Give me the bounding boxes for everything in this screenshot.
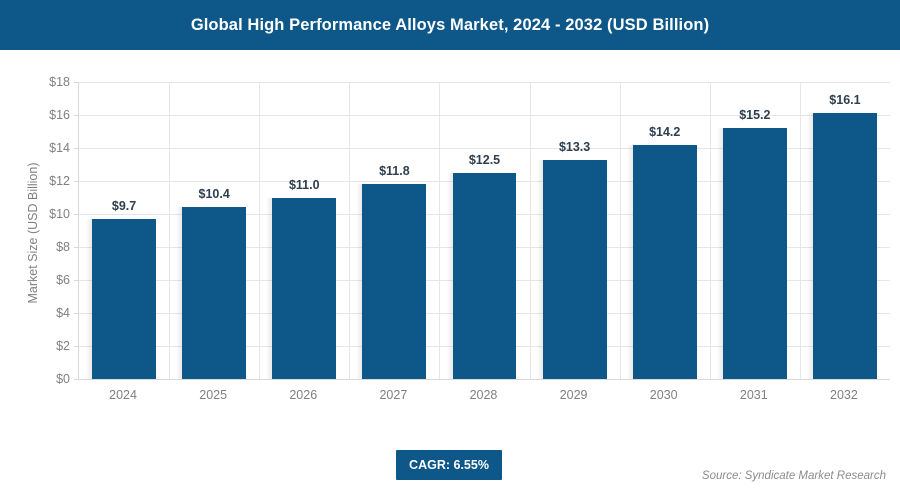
y-tick-label: $10 xyxy=(49,207,70,221)
y-tick-mark xyxy=(74,82,79,83)
bar-2029[interactable] xyxy=(542,159,607,379)
bar-value-label: $10.4 xyxy=(198,187,230,202)
x-tick-label-2026: 2026 xyxy=(289,388,318,402)
x-tick-label-2029: 2029 xyxy=(559,388,588,402)
bar-group: $15.2 xyxy=(716,82,787,379)
chart-header-bar: Global High Performance Alloys Market, 2… xyxy=(0,0,900,50)
y-tick-label: $18 xyxy=(49,75,70,89)
y-tick-label: $16 xyxy=(49,108,70,122)
bar-shadow xyxy=(446,172,457,379)
plot-area: $9.7 $10.4 $11.0 $11.8 $12.5 $13.3 $14.2 $15.2 $… xyxy=(74,82,890,380)
y-tick-mark xyxy=(74,379,79,380)
bar-shadow xyxy=(626,144,637,379)
bar-2030[interactable] xyxy=(632,144,697,379)
x-tick-label-2032: 2032 xyxy=(830,388,858,402)
bar-shadow xyxy=(266,197,277,379)
source-note: Source: Syndicate Market Research xyxy=(701,470,886,482)
y-tick-mark xyxy=(74,247,79,248)
gridline-vertical xyxy=(439,82,440,379)
bar-value-label: $9.7 xyxy=(111,198,137,213)
gridline-vertical xyxy=(530,82,531,379)
x-tick-label-2031: 2031 xyxy=(739,388,768,402)
x-tick-label-2024: 2024 xyxy=(109,388,137,402)
bar-2032[interactable] xyxy=(812,113,877,379)
bar-2031[interactable] xyxy=(722,128,787,379)
bar-value-label: $11.8 xyxy=(379,164,410,179)
bar-shadow xyxy=(86,218,97,379)
gridline-vertical xyxy=(620,82,621,379)
gridline-vertical xyxy=(169,82,170,379)
y-tick-mark xyxy=(74,214,79,215)
bar-group: $11.0 xyxy=(266,82,337,379)
bar-2026[interactable] xyxy=(272,197,337,379)
y-tick-mark xyxy=(74,280,79,281)
y-tick-label: $14 xyxy=(49,141,70,155)
y-tick-mark xyxy=(74,115,79,116)
bar-group: $10.4 xyxy=(176,82,247,379)
y-tick-label: $6 xyxy=(56,273,70,287)
x-tick-label-2027: 2027 xyxy=(379,388,408,402)
x-tick-label-2028: 2028 xyxy=(469,388,498,402)
bar-shadow xyxy=(806,113,817,379)
gridline-vertical xyxy=(800,82,801,379)
bar-2027[interactable] xyxy=(362,184,427,379)
gridline-vertical xyxy=(259,82,260,379)
bar-2025[interactable] xyxy=(182,207,247,379)
bar-2028[interactable] xyxy=(452,172,517,379)
y-tick-label: $8 xyxy=(56,240,70,254)
y-tick-label: $0 xyxy=(56,372,70,386)
gridline-vertical xyxy=(349,82,350,379)
bar-value-label: $13.3 xyxy=(558,139,591,154)
plot-wrapper: Market Size (USD Billion) $0 $2 $4 $6 $8 $10 $… xyxy=(0,50,900,450)
bar-shadow xyxy=(716,128,727,379)
bar-group: $9.7 xyxy=(86,82,157,379)
bar-value-label: $14.2 xyxy=(649,124,681,139)
gridline-horizontal xyxy=(79,115,890,116)
bar-group: $12.5 xyxy=(446,82,517,379)
gridline-horizontal xyxy=(79,148,890,149)
y-tick-label: $12 xyxy=(49,174,70,188)
gridline-horizontal xyxy=(79,82,890,83)
bar-value-label: $15.2 xyxy=(739,108,771,123)
chart-title: Global High Performance Alloys Market, 2… xyxy=(190,15,710,34)
y-tick-mark xyxy=(74,313,79,314)
y-tick-mark xyxy=(74,346,79,347)
bar-group: $13.3 xyxy=(536,82,607,379)
y-axis-title: Market Size (USD Billion) xyxy=(26,162,40,304)
cagr-badge: CAGR: 6.55% xyxy=(396,450,502,480)
x-tick-label-2025: 2025 xyxy=(199,388,228,402)
bar-group: $11.8 xyxy=(356,82,427,379)
bar-value-label: $11.0 xyxy=(288,177,320,192)
bar-shadow xyxy=(536,159,547,379)
y-tick-label: $4 xyxy=(56,306,70,320)
y-tick-mark xyxy=(74,181,79,182)
gridline-vertical xyxy=(710,82,711,379)
bar-shadow xyxy=(356,184,367,379)
bar-value-label: $16.1 xyxy=(829,93,861,108)
bar-value-label: $12.5 xyxy=(468,152,501,167)
y-tick-label: $2 xyxy=(56,339,70,353)
bar-shadow xyxy=(176,207,187,379)
bar-group: $16.1 xyxy=(806,82,877,379)
x-tick-label-2030: 2030 xyxy=(649,388,678,402)
bar-2024[interactable] xyxy=(92,218,157,379)
bar-group: $14.2 xyxy=(626,82,697,379)
y-tick-mark xyxy=(74,148,79,149)
